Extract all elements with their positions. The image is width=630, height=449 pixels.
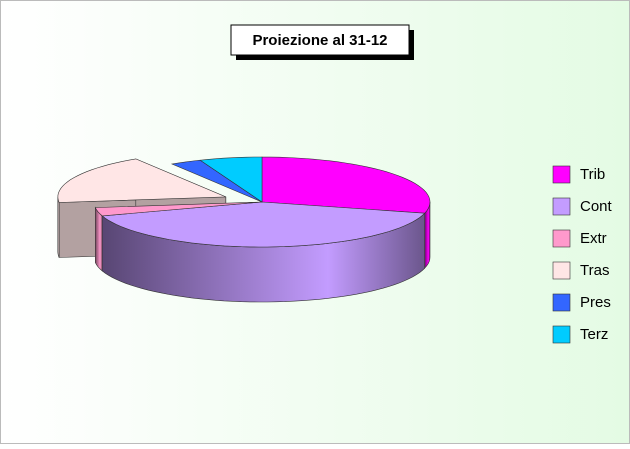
slice-side [57, 196, 60, 258]
title-box [230, 24, 410, 56]
chart-title: Proiezione al 31-12 [252, 32, 387, 49]
legend-label: Extr [580, 230, 607, 247]
slice [199, 156, 263, 203]
legend-label: Tras [580, 262, 609, 279]
slice [57, 158, 226, 203]
slice [94, 201, 263, 217]
slice [101, 201, 426, 248]
legend-label: Trib [580, 166, 605, 183]
slice [261, 156, 431, 214]
legend: Trib Cont Extr Tras Pres Terz [552, 165, 613, 344]
legend-label: Terz [580, 326, 608, 343]
legend-swatch [552, 261, 571, 280]
legend-label: Pres [580, 294, 611, 311]
legend-swatch [552, 293, 571, 312]
pie [57, 156, 431, 303]
legend-swatch [552, 325, 571, 344]
legend-swatch [552, 229, 571, 248]
slice-side [95, 206, 103, 272]
legend-label: Cont [580, 198, 613, 215]
legend-swatch [552, 165, 571, 184]
legend-swatch [552, 197, 571, 216]
